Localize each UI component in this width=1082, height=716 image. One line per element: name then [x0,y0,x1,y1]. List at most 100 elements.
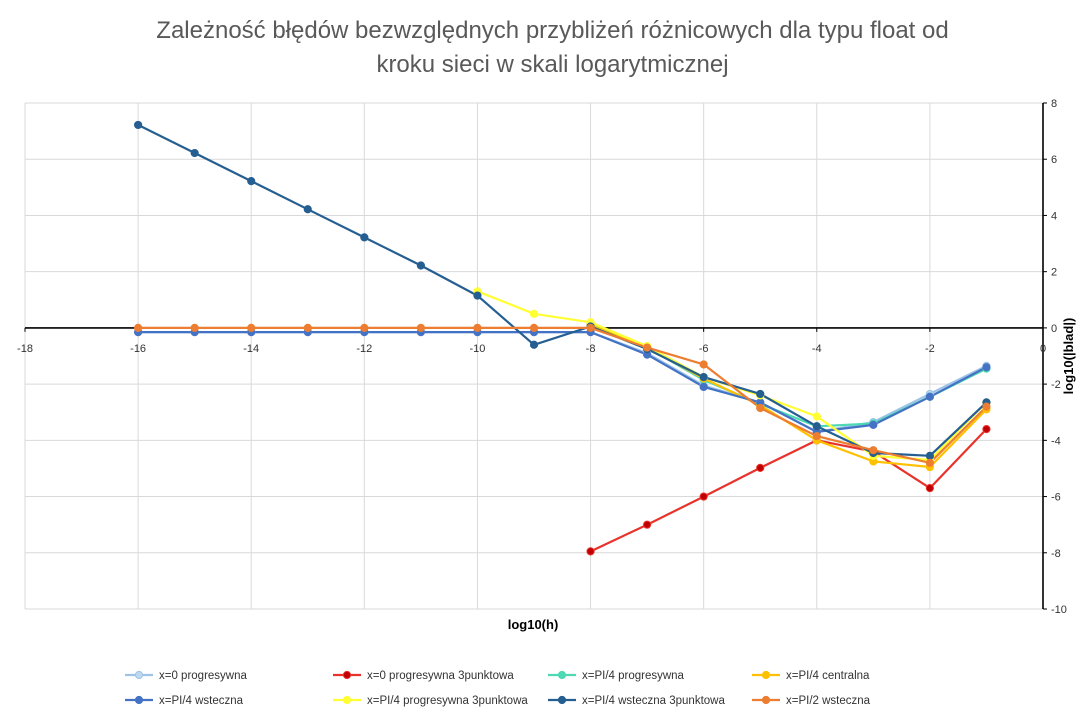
x-tick-label: -16 [130,343,146,355]
series-line-1 [138,331,987,433]
y-tick-label: -8 [1051,548,1061,560]
data-point-s7 [756,389,765,399]
data-point-s5 [699,382,708,392]
data-point-s8 [586,323,595,332]
legend-label: x=PI/4 centralna [786,670,870,682]
data-point-s7 [529,340,539,349]
x-tick-label: 0 [1040,343,1046,355]
legend-label: x=PI/4 progresywna [582,670,685,682]
series-line-2 [590,428,988,553]
data-point-s7 [247,177,256,186]
y-tick-label: 2 [1051,267,1057,279]
data-point-s6 [812,412,821,421]
data-point-s7 [473,291,482,300]
data-point-s8 [134,323,143,332]
data-point-s7 [699,372,708,382]
x-tick-label: -6 [699,343,709,355]
x-axis-label: log10(h) [508,617,559,632]
data-point-s5 [869,420,878,429]
legend-entry-4: x=PI/4 centralna [752,670,870,682]
data-point-s5 [925,392,934,401]
data-point-s8 [416,323,425,332]
data-point-s8 [699,360,708,369]
y-tick-label: -2 [1051,379,1061,391]
legend-marker [342,695,352,705]
legend-marker [761,670,771,680]
x-tick-label: -14 [243,343,259,355]
data-point-s8 [190,323,199,332]
y-tick-label: 8 [1051,98,1057,110]
legend-marker [342,670,352,680]
data-point-s8 [529,323,539,332]
chart-title-line-2: kroku sieci w skali logarytmicznej [376,51,729,78]
legend-label: x=0 progresywna 3punktowa [367,670,514,682]
legend: x=0 progresywna x=0 progresywna 3punktowa… [125,670,871,707]
legend-entry-8: x=PI/2 wsteczna [752,695,871,707]
gridlines [24,102,1043,610]
legend-label: x=PI/4 wsteczna [159,695,244,707]
y-tick-label: -10 [1051,604,1067,616]
data-point-s2 [643,520,652,529]
data-point-s7 [134,120,143,130]
data-point-s8 [982,402,991,411]
series-line-5 [138,331,987,433]
data-point-s5 [982,363,991,372]
y-tick-label: -4 [1051,435,1061,447]
y-tick-label: 6 [1051,154,1057,166]
data-point-s8 [869,446,878,455]
legend-marker [557,695,567,705]
legend-marker [761,695,771,705]
data-point-s2 [756,463,765,472]
legend-label: x=PI/4 progresywna 3punktowa [367,695,528,707]
x-tick-label: -8 [586,343,596,355]
y-tick-label: -6 [1051,492,1061,504]
data-point-s8 [925,458,934,467]
series-line-6 [476,290,988,462]
data-point-s7 [812,422,821,431]
data-point-s7 [416,261,425,270]
y-tick-label: 0 [1051,323,1057,335]
series-line-8 [138,326,988,464]
data-point-s8 [247,323,256,332]
y-tick-label: 4 [1051,210,1057,222]
legend-marker [134,695,144,705]
chart-title: Zależność błędów bezwzględnych przybliże… [0,14,1082,82]
data-point-s7 [360,233,369,242]
axes [24,102,1047,610]
data-point-s2 [586,547,595,556]
x-tick-label: -4 [812,343,822,355]
x-tick-label: -2 [925,343,935,355]
legend-entry-1: x=0 progresywna [125,670,247,682]
legend-entry-6: x=PI/4 progresywna 3punktowa [333,695,528,707]
data-point-s7 [925,451,934,460]
legend-label: x=0 progresywna [159,670,247,682]
x-tick-label: -18 [17,343,33,355]
legend-marker [557,670,567,680]
legend-label: x=PI/2 wsteczna [786,695,871,707]
chart-title-line-1: Zależność błędów bezwzględnych przybliże… [156,17,949,44]
legend-entry-3: x=PI/4 progresywna [548,670,685,682]
data-point-s8 [756,403,765,413]
data-point-s2 [699,492,708,501]
x-tick-label: -12 [356,343,372,355]
data-point-s6 [529,309,539,318]
data-point-s8 [643,343,652,352]
data-point-s8 [360,323,369,332]
legend-entry-2: x=0 progresywna 3punktowa [333,670,514,682]
data-point-s7 [190,148,199,158]
legend-entry-5: x=PI/4 wsteczna [125,695,244,707]
tick-labels: -18 -16 -14 -12 -10 -8 -6 -4 -2 0 8 6 4 2 0 -2 -4 -6 -8 -10 [17,98,1067,616]
legend-entry-7: x=PI/4 wsteczna 3punktowa [548,695,725,707]
series-line-7 [137,123,988,457]
data-point-s7 [303,205,312,214]
data-point-s8 [473,323,482,332]
data-point-s8 [812,432,821,441]
data-point-s8 [303,323,312,332]
data-point-s2 [925,484,934,493]
x-tick-label: -10 [469,343,485,355]
data-point-s2 [982,424,991,434]
legend-marker [134,670,144,680]
y-axis-label: log10(|blad|) [1061,318,1076,395]
series-lines [134,120,991,556]
